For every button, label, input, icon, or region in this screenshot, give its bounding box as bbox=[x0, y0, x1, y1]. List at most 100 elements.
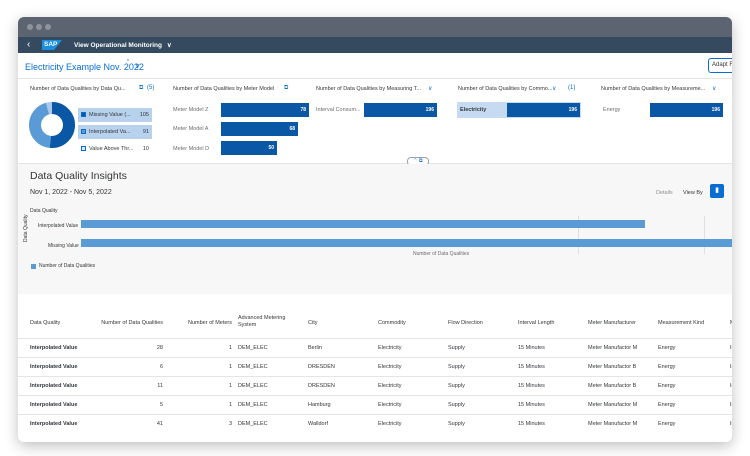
legend-label: Missing Value (... bbox=[89, 112, 131, 118]
chevron-down-icon[interactable]: ∨ bbox=[552, 86, 557, 92]
column-header[interactable]: City bbox=[308, 320, 318, 326]
donut-chart[interactable] bbox=[28, 101, 76, 149]
column-header[interactable]: Advanced Metering System bbox=[238, 315, 286, 328]
chart-bar-interpolated-value[interactable] bbox=[81, 220, 645, 228]
chevron-down-icon: ∨ bbox=[166, 42, 172, 49]
window-titlebar bbox=[18, 17, 732, 37]
table-cell: DRESDEN bbox=[308, 383, 335, 389]
bar-label: Meter Model A bbox=[173, 126, 209, 132]
chevron-down-icon[interactable]: ∨ bbox=[428, 86, 433, 92]
card-title-measurement-kind: Number of Data Qualities by Measureme... bbox=[601, 86, 706, 92]
view-by-label[interactable]: View By bbox=[683, 190, 703, 196]
table-body: Interpolated Value 28 1 DEM_ELEC Berlin Elect… bbox=[18, 338, 732, 433]
table-cell: 15 Minutes bbox=[518, 345, 545, 351]
donut-slice-interpolated-value[interactable] bbox=[29, 102, 75, 148]
column-header[interactable]: M bbox=[730, 320, 732, 327]
legend-item-interpolated-value[interactable]: Interpolated Va... 91 bbox=[78, 125, 152, 139]
card-title-data-quality: Number of Data Qualities by Data Qu... bbox=[30, 86, 126, 92]
table-cell: Energy bbox=[658, 402, 676, 408]
card-title-meter-model: Number of Data Qualities by Meter Model bbox=[173, 86, 275, 92]
bar-meter-model-z[interactable]: 78 bbox=[221, 103, 309, 117]
grid-line bbox=[578, 216, 579, 254]
bar-label: Electricity bbox=[460, 107, 487, 113]
window-minimize-dot[interactable] bbox=[36, 24, 42, 30]
table-cell: Meter Manufactor M bbox=[588, 402, 638, 408]
page-header: Electricity Example Nov. 2022 * ∨ Adapt … bbox=[18, 53, 732, 79]
table-cell: 1 bbox=[228, 402, 232, 408]
window-close-dot[interactable] bbox=[27, 24, 33, 30]
column-header[interactable]: Meter Manufacturer bbox=[588, 320, 636, 326]
table-cell: 15 Minutes bbox=[518, 383, 545, 389]
table-cell: 15 Minutes bbox=[518, 364, 545, 370]
column-header[interactable]: Commodity bbox=[378, 320, 406, 326]
sap-logo[interactable]: SAP bbox=[42, 40, 62, 50]
window-maximize-dot[interactable] bbox=[45, 24, 51, 30]
details-link[interactable]: Details bbox=[656, 190, 673, 196]
table-cell: In bbox=[730, 383, 732, 389]
column-header[interactable]: Number of Data Qualities bbox=[101, 320, 163, 326]
chart-legend-label[interactable]: Number of Data Qualities bbox=[39, 263, 96, 269]
chart-bar-missing-value[interactable] bbox=[81, 239, 732, 247]
table-row[interactable]: Interpolated Value 6 1 DEM_ELEC DRESDEN Elect… bbox=[18, 357, 732, 376]
table-cell: Energy bbox=[658, 421, 676, 427]
x-axis-label: Number of Data Qualities bbox=[413, 251, 470, 257]
table-cell: Hamburg bbox=[308, 402, 331, 408]
adapt-filters-button[interactable]: Adapt F bbox=[708, 58, 732, 73]
column-header[interactable]: Data Quality bbox=[30, 320, 61, 326]
bar-label: Energy bbox=[603, 107, 621, 113]
table-cell: Energy bbox=[658, 383, 676, 389]
table-cell: DEM_ELEC bbox=[238, 421, 268, 427]
table-cell: Supply bbox=[448, 383, 465, 389]
table-cell: Interpolated Value bbox=[30, 421, 78, 427]
donut-slice-missing-value[interactable] bbox=[29, 102, 75, 148]
bar-electricity[interactable]: 196 bbox=[507, 103, 580, 117]
table-cell: Supply bbox=[448, 345, 465, 351]
column-header[interactable]: Number of Meters bbox=[187, 320, 232, 326]
table-row[interactable]: Interpolated Value 11 1 DEM_ELEC DRESDEN Elec… bbox=[18, 376, 732, 395]
view-by-icon[interactable]: ▮ bbox=[710, 184, 724, 198]
table-cell: Interpolated Value bbox=[30, 402, 78, 408]
column-header[interactable]: Measurement Kind bbox=[658, 320, 705, 326]
app-title[interactable]: View Operational Monitoring ∨ bbox=[74, 41, 172, 49]
chevron-down-icon[interactable]: ∨ bbox=[135, 63, 141, 70]
shell-bar: ‹ SAP View Operational Monitoring ∨ bbox=[18, 37, 732, 53]
bar-label: Meter Model Z bbox=[173, 107, 209, 113]
legend-item-value-above-threshold[interactable]: Value Above Thr... 10 bbox=[78, 142, 152, 156]
card-title-commodity: Number of Data Qualities by Commo... bbox=[458, 86, 553, 92]
bar-energy[interactable]: 196 bbox=[650, 103, 723, 117]
table-cell: Berlin bbox=[308, 345, 323, 351]
app-title-text: View Operational Monitoring bbox=[74, 42, 162, 49]
bar-meter-model-a[interactable]: 68 bbox=[221, 122, 298, 136]
selected-count-commodity[interactable]: (1) bbox=[568, 85, 576, 91]
bar-meter-model-d[interactable]: 50 bbox=[221, 141, 277, 155]
table-row[interactable]: Interpolated Value 41 3 DEM_ELEC Walldorf Ele… bbox=[18, 414, 732, 433]
table-row[interactable]: Interpolated Value 5 1 DEM_ELEC Hamburg Elect… bbox=[18, 395, 732, 414]
table-cell: Walldorf bbox=[308, 421, 328, 427]
table-row[interactable]: Interpolated Value 28 1 DEM_ELEC Berlin Elect… bbox=[18, 338, 732, 357]
app-window: ‹ SAP View Operational Monitoring ∨ Elec… bbox=[18, 17, 732, 442]
selected-count-data-quality[interactable]: (5) bbox=[147, 85, 155, 91]
table-cell: Supply bbox=[448, 364, 465, 370]
legend-swatch bbox=[81, 129, 86, 135]
legend-item-missing-value[interactable]: Missing Value (... 105 bbox=[78, 108, 152, 122]
table-cell: Interpolated Value bbox=[30, 364, 78, 370]
table-cell: Interpolated Value bbox=[30, 345, 78, 351]
column-header[interactable]: Flow Direction bbox=[448, 320, 483, 326]
link-icon[interactable]: ⧉ bbox=[139, 85, 144, 91]
table-cell: Meter Manufactor M bbox=[588, 421, 638, 427]
table-cell: 1 bbox=[228, 345, 232, 351]
bar-interval-consumption[interactable]: 196 bbox=[364, 103, 437, 117]
table-cell: DEM_ELEC bbox=[238, 402, 268, 408]
bar-label: Meter Model D bbox=[173, 146, 210, 152]
variant-name[interactable]: Electricity Example Nov. 2022 bbox=[25, 62, 144, 72]
table-cell: Meter Manufactor B bbox=[588, 364, 637, 370]
column-header[interactable]: Interval Length bbox=[518, 320, 555, 326]
table-cell: In bbox=[730, 402, 732, 408]
back-icon[interactable]: ‹ bbox=[27, 39, 31, 50]
y-axis-label: Data Quality bbox=[23, 214, 29, 242]
card-title-measuring-type: Number of Data Qualities by Measuring T.… bbox=[316, 86, 422, 92]
chevron-down-icon[interactable]: ∨ bbox=[712, 86, 717, 92]
bar-label: Interval Consum... bbox=[316, 107, 361, 113]
table-header: Data Quality Number of Data Qualities Numb… bbox=[18, 312, 732, 338]
link-icon[interactable]: ⧉ bbox=[284, 85, 289, 91]
